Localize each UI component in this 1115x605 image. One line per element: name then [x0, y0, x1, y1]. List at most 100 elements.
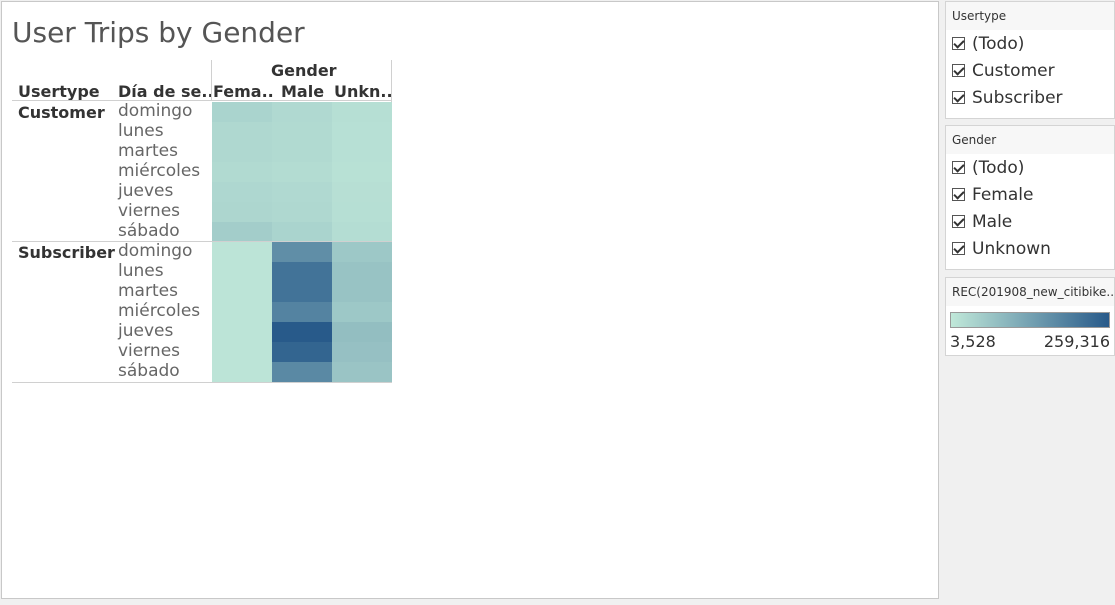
- option-label: (Todo): [972, 33, 1025, 54]
- option-label: Customer: [972, 60, 1055, 81]
- checkbox-checked-icon[interactable]: [952, 37, 965, 50]
- day-label: jueves: [118, 181, 174, 201]
- row-group-divider: [12, 241, 392, 242]
- heatmap-cell[interactable]: [272, 302, 332, 322]
- heatmap-cell[interactable]: [332, 162, 392, 182]
- heatmap-cell[interactable]: [212, 102, 272, 122]
- checkbox-checked-icon[interactable]: [952, 91, 965, 104]
- heatmap-cell[interactable]: [272, 182, 332, 202]
- usertype-option-customer[interactable]: Customer: [946, 57, 1114, 84]
- usertype-option-subscriber[interactable]: Subscriber: [946, 84, 1114, 111]
- heatmap-cell[interactable]: [272, 242, 332, 262]
- heatmap-cell[interactable]: [332, 222, 392, 242]
- heatmap-cell[interactable]: [332, 122, 392, 142]
- legend-min-label: 3,528: [950, 332, 996, 351]
- heatmap-cell[interactable]: [332, 362, 392, 382]
- usertype-option-todo[interactable]: (Todo): [946, 30, 1114, 57]
- day-row-header: Día de se..: [118, 82, 214, 101]
- usertype-filter-panel: Usertype (Todo) Customer Subscriber: [945, 1, 1115, 119]
- day-label: miércoles: [118, 301, 201, 321]
- heatmap-cell[interactable]: [212, 342, 272, 362]
- heatmap-cell[interactable]: [272, 142, 332, 162]
- heatmap-cell[interactable]: [212, 162, 272, 182]
- day-label: martes: [118, 141, 178, 161]
- heatmap-cell[interactable]: [332, 242, 392, 262]
- heatmap-cell[interactable]: [272, 282, 332, 302]
- row-group-label: Subscriber: [18, 243, 115, 262]
- heatmap-cell[interactable]: [272, 122, 332, 142]
- checkbox-checked-icon[interactable]: [952, 64, 965, 77]
- heatmap-cell[interactable]: [332, 102, 392, 122]
- heatmap-cell[interactable]: [272, 162, 332, 182]
- color-legend-gradient: [950, 312, 1110, 328]
- day-label: domingo: [118, 241, 193, 261]
- viz-area: User Trips by Gender Gender Usertype Día…: [1, 1, 939, 599]
- color-legend-panel: REC(201908_new_citibike... 3,528 259,316: [945, 277, 1115, 356]
- option-label: Unknown: [972, 238, 1051, 259]
- heatmap-cell[interactable]: [272, 322, 332, 342]
- column-header-female: Fema..: [213, 82, 274, 101]
- heatmap-cell[interactable]: [212, 262, 272, 282]
- table-bottom-border: [12, 382, 392, 383]
- heatmap-cell[interactable]: [332, 302, 392, 322]
- heatmap-cell[interactable]: [332, 342, 392, 362]
- header-divider-vertical: [211, 60, 212, 100]
- heatmap-cell[interactable]: [212, 222, 272, 242]
- heatmap-cell[interactable]: [272, 222, 332, 242]
- day-label: domingo: [118, 101, 193, 121]
- option-label: (Todo): [972, 157, 1025, 178]
- usertype-row-header: Usertype: [18, 82, 100, 101]
- heatmap-cell[interactable]: [272, 262, 332, 282]
- option-label: Subscriber: [972, 87, 1063, 108]
- heatmap-cell[interactable]: [212, 202, 272, 222]
- heatmap-cell[interactable]: [332, 142, 392, 162]
- day-label: jueves: [118, 321, 174, 341]
- heatmap-cell[interactable]: [212, 362, 272, 382]
- heatmap-cell[interactable]: [332, 282, 392, 302]
- usertype-filter-title: Usertype: [946, 2, 1114, 30]
- legend-max-label: 259,316: [1043, 332, 1110, 351]
- heatmap-cell[interactable]: [272, 102, 332, 122]
- gender-option-female[interactable]: Female: [946, 181, 1114, 208]
- heatmap-cell[interactable]: [212, 182, 272, 202]
- checkbox-checked-icon[interactable]: [952, 161, 965, 174]
- heatmap-cell[interactable]: [212, 242, 272, 262]
- day-label: sábado: [118, 361, 180, 381]
- heatmap-cell[interactable]: [212, 122, 272, 142]
- day-label: miércoles: [118, 161, 201, 181]
- heatmap-cell[interactable]: [332, 262, 392, 282]
- heatmap-cell[interactable]: [272, 362, 332, 382]
- option-label: Male: [972, 211, 1013, 232]
- heatmap-cell[interactable]: [332, 182, 392, 202]
- day-label: viernes: [118, 341, 181, 361]
- color-legend-title: REC(201908_new_citibike...: [946, 278, 1114, 306]
- gender-option-unknown[interactable]: Unknown: [946, 235, 1114, 262]
- column-header-unknown: Unkn..: [334, 82, 393, 101]
- heatmap-cell[interactable]: [212, 302, 272, 322]
- heatmap-cell[interactable]: [332, 202, 392, 222]
- column-header-male: Male: [281, 82, 325, 101]
- gender-option-male[interactable]: Male: [946, 208, 1114, 235]
- day-label: viernes: [118, 201, 181, 221]
- heatmap-cell[interactable]: [212, 282, 272, 302]
- heatmap-cell[interactable]: [332, 322, 392, 342]
- header-divider: [12, 100, 392, 101]
- gender-option-todo[interactable]: (Todo): [946, 154, 1114, 181]
- day-label: sábado: [118, 221, 180, 241]
- row-group-label: Customer: [18, 103, 105, 122]
- checkbox-checked-icon[interactable]: [952, 215, 965, 228]
- day-label: lunes: [118, 121, 164, 141]
- checkbox-checked-icon[interactable]: [952, 188, 965, 201]
- option-label: Female: [972, 184, 1034, 205]
- heatmap-cell[interactable]: [272, 202, 332, 222]
- heatmap-cell[interactable]: [212, 142, 272, 162]
- gender-filter-panel: Gender (Todo) Female Male Unknown: [945, 125, 1115, 270]
- gender-filter-title: Gender: [946, 126, 1114, 154]
- day-label: lunes: [118, 261, 164, 281]
- heatmap-cell[interactable]: [212, 322, 272, 342]
- heatmap-cell[interactable]: [272, 342, 332, 362]
- gender-column-header: Gender: [271, 61, 337, 80]
- chart-title: User Trips by Gender: [12, 16, 305, 49]
- day-label: martes: [118, 281, 178, 301]
- checkbox-checked-icon[interactable]: [952, 242, 965, 255]
